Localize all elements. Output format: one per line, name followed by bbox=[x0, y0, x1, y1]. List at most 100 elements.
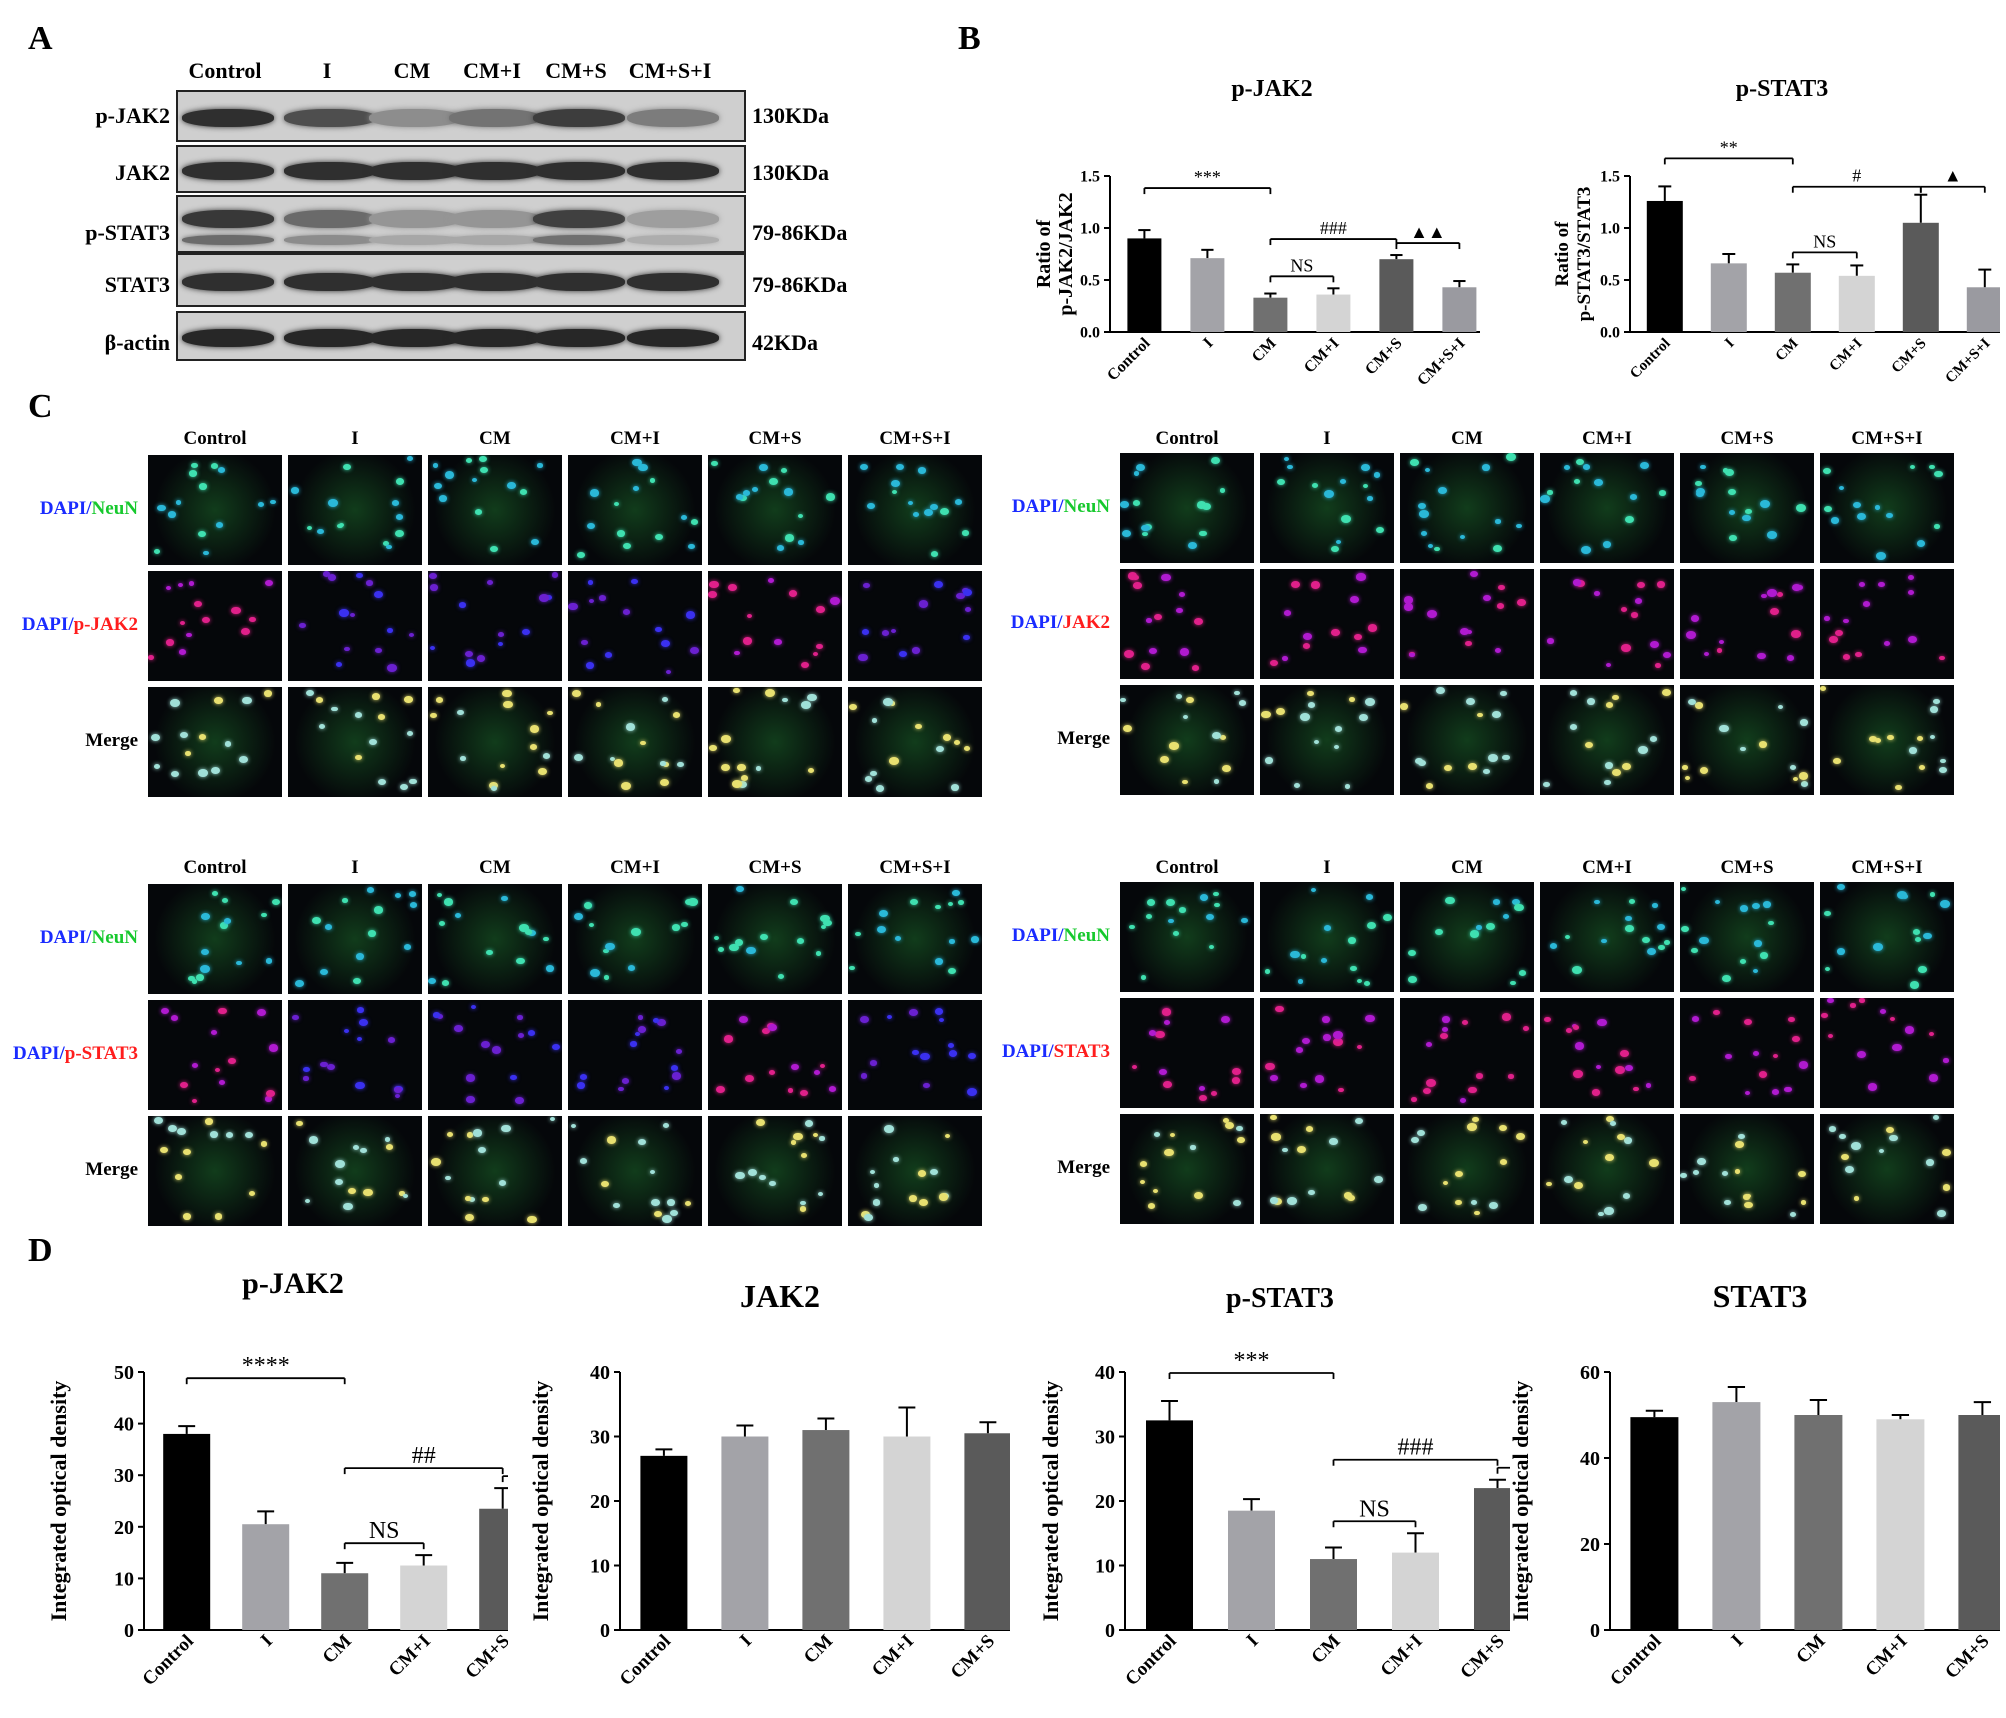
y-axis-label: p-JAK2/JAK2 bbox=[1055, 192, 1077, 315]
significance-label: ▲▲ bbox=[1410, 222, 1446, 242]
if-row-label-part: / bbox=[86, 498, 92, 519]
if-image-tile bbox=[1260, 998, 1394, 1108]
bar bbox=[400, 1565, 448, 1630]
if-image-tile bbox=[1820, 453, 1954, 563]
y-axis-label: Integrated optical density bbox=[1038, 1381, 1063, 1622]
if-image-tile bbox=[1820, 685, 1954, 795]
if-image-tile bbox=[708, 1116, 842, 1226]
if-image-tile bbox=[1120, 882, 1254, 992]
wb-band bbox=[182, 109, 274, 127]
if-column-label: CM bbox=[479, 428, 511, 449]
bar bbox=[1876, 1419, 1925, 1630]
wb-band bbox=[182, 235, 274, 245]
if-image-tile bbox=[1260, 685, 1394, 795]
bar bbox=[479, 1508, 508, 1630]
bar bbox=[1774, 272, 1811, 332]
wb-row-label: p-STAT3 bbox=[85, 220, 170, 245]
if-image-tile bbox=[148, 1116, 282, 1226]
wb-band bbox=[284, 162, 376, 180]
x-tick-label: I bbox=[736, 1631, 756, 1651]
if-image-tile bbox=[1400, 998, 1534, 1108]
bar bbox=[883, 1436, 931, 1630]
bar bbox=[1146, 1420, 1193, 1630]
if-image-tile bbox=[568, 1116, 702, 1226]
wb-kda-label: 130KDa bbox=[752, 103, 829, 128]
y-tick-label: 0.0 bbox=[1080, 325, 1100, 342]
if-row-label: DAPI/NeuN bbox=[970, 925, 1110, 947]
if-image-tile bbox=[848, 884, 982, 994]
y-tick-label: 10 bbox=[114, 1568, 134, 1590]
bar bbox=[802, 1430, 850, 1630]
if-row-label-part: STAT3 bbox=[1053, 1041, 1110, 1062]
wb-band bbox=[627, 210, 719, 228]
if-row-label: DAPI/JAK2 bbox=[970, 612, 1110, 634]
wb-band bbox=[533, 273, 625, 291]
x-tick-label: I bbox=[1727, 1631, 1747, 1651]
if-row-label-part: p-JAK2 bbox=[73, 614, 138, 635]
y-tick-label: 1.0 bbox=[1600, 221, 1620, 238]
if-image-tile bbox=[1120, 1114, 1254, 1224]
significance-label: ## bbox=[412, 1443, 436, 1469]
bar bbox=[721, 1436, 769, 1630]
significance-label: NS bbox=[1359, 1496, 1390, 1522]
if-image-tile bbox=[288, 884, 422, 994]
x-tick-label: CM+S bbox=[1941, 1631, 1993, 1683]
if-column-label: CM+S bbox=[1720, 428, 1774, 449]
bar bbox=[1646, 200, 1683, 332]
if-row-label-part: DAPI bbox=[1011, 496, 1059, 517]
wb-kda-label: 79-86KDa bbox=[752, 272, 848, 297]
if-row-label-part: DAPI bbox=[1001, 1041, 1049, 1062]
x-tick-label: CM+I bbox=[385, 1631, 435, 1681]
wb-kda-label: 130KDa bbox=[752, 160, 829, 185]
chart-b-pstat3: p-STAT3 0.0 0.5 1.0 1.5 Ratio of p-STAT3/STAT3… bbox=[1552, 76, 2000, 387]
if-image-tile bbox=[1540, 569, 1674, 679]
bar bbox=[163, 1433, 211, 1630]
if-image-tile bbox=[288, 455, 422, 565]
if-image-tile bbox=[568, 571, 702, 681]
if-image-tile bbox=[708, 455, 842, 565]
y-axis-label: Ratio of bbox=[1033, 220, 1055, 289]
bar bbox=[1958, 1415, 2000, 1630]
panel-label-c: C bbox=[28, 388, 53, 425]
x-tick-label: Control bbox=[1627, 336, 1673, 382]
if-row-label: Merge bbox=[0, 1159, 138, 1181]
wb-band bbox=[533, 329, 625, 347]
x-tick-label: CM bbox=[1773, 336, 1802, 365]
if-image-tile bbox=[708, 884, 842, 994]
wb-band bbox=[182, 273, 274, 291]
if-image-tile bbox=[1260, 882, 1394, 992]
x-tick-label: CM bbox=[1307, 1631, 1344, 1668]
wb-column-label: CM+I bbox=[463, 58, 521, 83]
wb-band bbox=[369, 235, 461, 245]
significance-label: *** bbox=[1234, 1348, 1270, 1374]
if-column-label: CM bbox=[1451, 857, 1483, 878]
wb-band bbox=[533, 210, 625, 228]
bar bbox=[1630, 1417, 1679, 1630]
chart-d-jak2: JAK2 0 10 20 30 40 Integrated optical density C… bbox=[528, 1278, 1010, 1690]
if-image-tile bbox=[1540, 1114, 1674, 1224]
bar bbox=[1474, 1488, 1510, 1630]
if-image-tile bbox=[1680, 882, 1814, 992]
if-column-label: CM+I bbox=[1582, 428, 1632, 449]
if-column-label: CM+S+I bbox=[1851, 428, 1923, 449]
x-tick-label: CM+S bbox=[461, 1631, 508, 1683]
if-image-tile bbox=[148, 571, 282, 681]
if-row-label-part: DAPI bbox=[1011, 925, 1059, 946]
wb-band bbox=[284, 109, 376, 127]
wb-band bbox=[182, 210, 274, 228]
if-row-label-part: DAPI bbox=[39, 927, 87, 948]
wb-band bbox=[284, 329, 376, 347]
significance-label: ▲ bbox=[1944, 166, 1962, 186]
if-column-label: CM+I bbox=[610, 428, 660, 449]
if-column-label: CM+S+I bbox=[879, 857, 951, 878]
if-row-label-part: Merge bbox=[85, 730, 138, 751]
if-image-tile bbox=[288, 1000, 422, 1110]
y-tick-label: 1.0 bbox=[1080, 221, 1100, 238]
if-column-label: Control bbox=[1155, 428, 1219, 449]
y-tick-label: 0.0 bbox=[1600, 325, 1620, 342]
x-tick-label: CM bbox=[1249, 335, 1280, 366]
y-tick-label: 0.5 bbox=[1080, 273, 1100, 290]
y-axis-label: Ratio of bbox=[1552, 221, 1573, 287]
wb-band bbox=[449, 273, 541, 291]
wb-band bbox=[369, 210, 461, 228]
